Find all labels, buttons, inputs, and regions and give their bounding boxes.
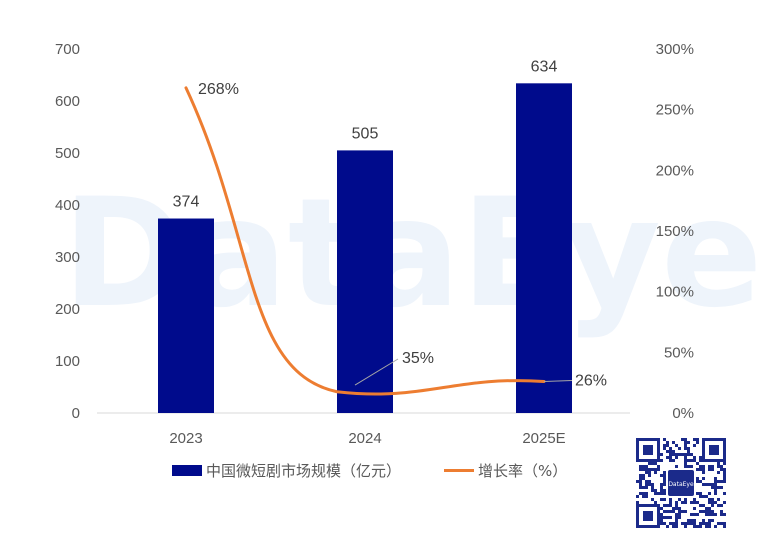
qr-logo-text: DataEye [668,481,694,488]
right-y-axis: 0% 50% 100% 150% 200% 250% 300% [656,41,694,422]
left-y-tick-label: 100 [55,353,80,370]
right-y-tick-label: 150% [656,223,694,240]
line-data-label: 268% [198,81,239,98]
bar-data-label: 374 [173,194,200,211]
left-y-tick-label: 700 [55,41,80,58]
legend-swatch-bar [172,464,202,476]
legend-label-growth-rate: 增长率（%） [478,461,568,480]
bar [158,218,214,413]
bar-data-label: 634 [531,58,558,75]
left-y-tick-label: 0 [72,405,80,422]
line-data-label: 26% [575,372,607,389]
right-y-tick-label: 250% [656,102,694,119]
bar [516,83,572,413]
legend: 中国微短剧市场规模（亿元） 增长率（%） [0,458,758,482]
legend-item-market-size: 中国微短剧市场规模（亿元） [172,458,401,482]
right-y-tick-label: 300% [656,41,694,58]
line-data-label: 35% [402,350,434,367]
x-axis: 2023 2024 2025E [169,430,565,447]
right-y-tick-label: 50% [664,344,694,361]
left-y-tick-label: 500 [55,145,80,162]
leader-line [354,358,399,386]
x-tick-label: 2023 [169,430,202,447]
left-y-axis: 0 100 200 300 400 500 600 700 [55,41,80,422]
right-y-tick-label: 200% [656,162,694,179]
left-y-tick-label: 600 [55,93,80,110]
growth-line [184,86,546,396]
right-y-tick-label: 100% [656,284,694,301]
qr-code: DataEye [636,438,726,528]
legend-swatch-line [444,468,474,472]
left-y-tick-label: 400 [55,197,80,214]
bar-data-label: 505 [352,125,379,142]
left-y-tick-label: 300 [55,249,80,266]
legend-label-market-size: 中国微短剧市场规模（亿元） [206,461,402,480]
left-y-tick-label: 200 [55,301,80,318]
x-tick-label: 2024 [348,430,381,447]
leader-line [543,379,573,382]
bar-series: 374 505 634 [158,58,572,413]
legend-item-growth-rate: 增长率（%） [444,458,567,482]
x-tick-label: 2025E [522,430,565,447]
bar [337,150,393,413]
growth-line-series: 268% 35% 26% [184,81,607,396]
right-y-tick-label: 0% [672,405,694,422]
